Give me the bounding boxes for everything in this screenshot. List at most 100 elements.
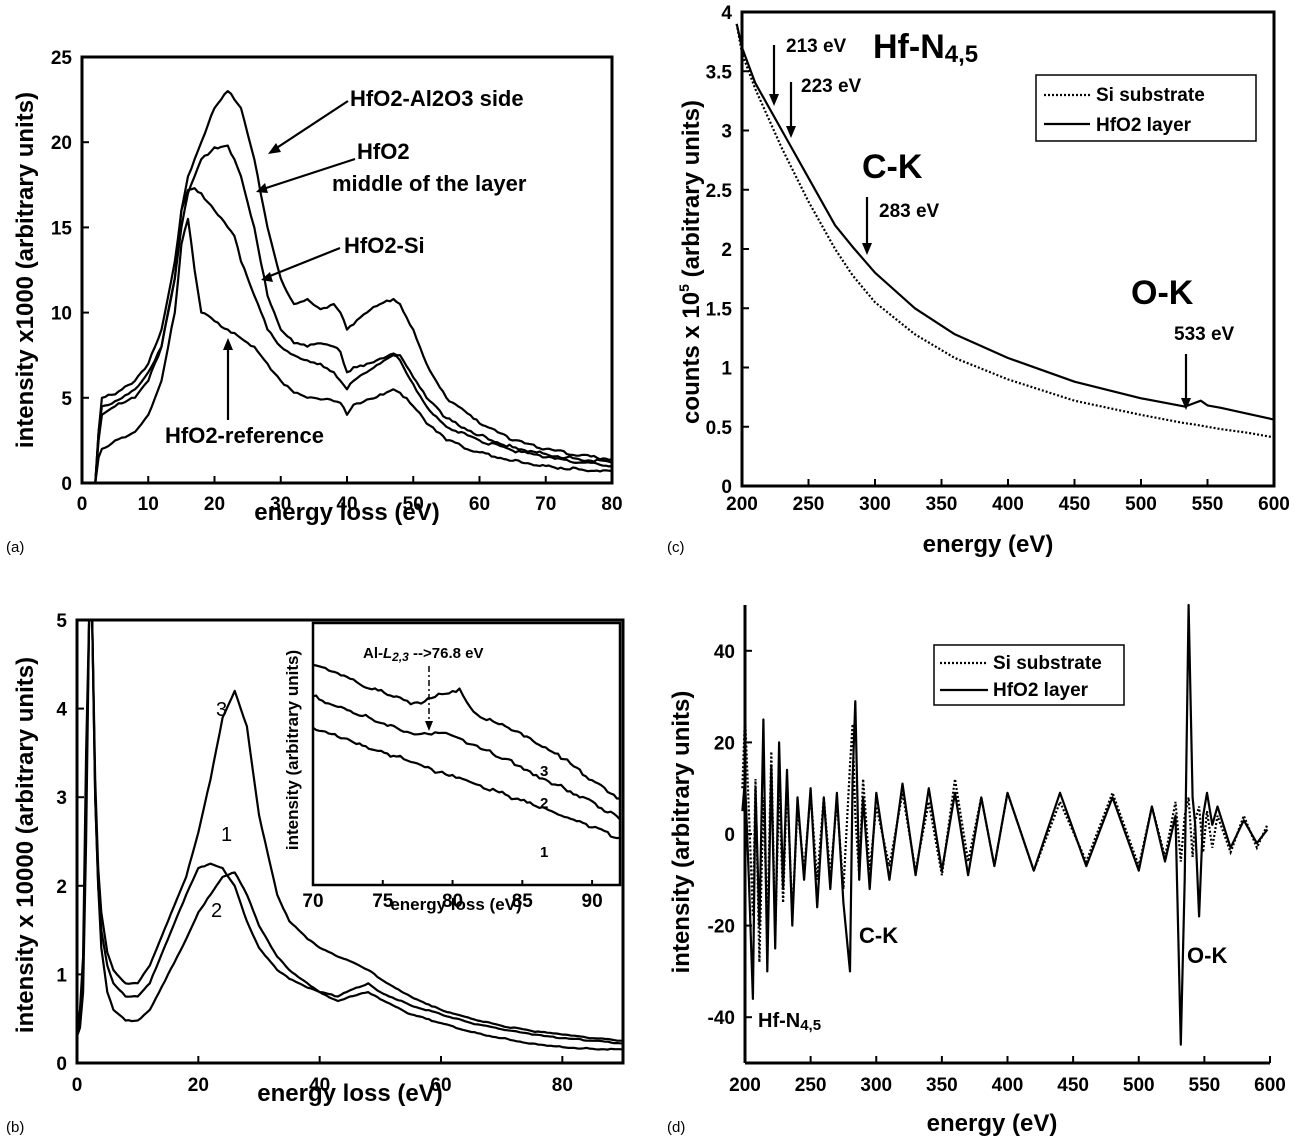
panel-b-y-label: intensity x 10000 (arbitrary units) [12, 657, 39, 1033]
panel-c-y-tick-label: 1.5 [706, 299, 733, 320]
panel-b-y-tick-label: 2 [56, 877, 67, 898]
inset-al-l23-sub: 2,3 [391, 650, 409, 664]
panel-a-letter: (a) [6, 539, 24, 556]
panel-c-y-tick-label: 2 [721, 240, 732, 261]
panel-d-y-tick-label: 0 [724, 825, 735, 846]
panel-c-x-tick-label: 450 [1059, 494, 1091, 515]
panel-b-y-tick-label: 5 [56, 611, 67, 632]
panel-c-y-label-sup: 5 [676, 284, 692, 292]
panel-c-x-tick-label: 250 [793, 494, 825, 515]
panel-c-ticks: 200 250 300 350 400 450 500 550 600 0 0.5 1 1.5 2 2.5 3… [706, 3, 1290, 515]
panel-c-series-hfo2-layer [735, 23, 1275, 421]
inset-al-l23-annotation: Al-L2,3 -->76.8 eV [363, 645, 484, 664]
panel-b-inset: 70 75 80 85 90 energy loss (eV) intensity (a… [283, 621, 622, 914]
panel-c-x-label: energy (eV) [923, 531, 1054, 558]
inset-al-l23-tail: -->76.8 eV [409, 645, 484, 662]
panel-d: 200 250 300 350 400 450 500 550 600 -40 -20 0 20 40 e… [667, 603, 1286, 1137]
panel-b: 0 20 40 60 80 0 1 2 3 4 5 energy loss (eV) intensi… [6, 611, 625, 1136]
panel-c-y-label-pre: counts x 10 [678, 292, 705, 424]
panel-a-ticks: 0 10 20 30 40 50 60 70 80 0 5 10 15 20 25 [51, 48, 623, 515]
panel-d-x-tick-label: 550 [1189, 1075, 1221, 1096]
curve-label-1: 1 [221, 824, 232, 846]
panel-a-x-tick-label: 70 [535, 494, 556, 515]
annotation-o-k-d: O-K [1187, 943, 1227, 968]
arrow-hfo2-si [264, 246, 341, 280]
panel-c: 200 250 300 350 400 450 500 550 600 0 0.5 1 1.5 2 2.5 3… [667, 3, 1290, 558]
panel-d-x-tick-label: 500 [1123, 1075, 1155, 1096]
panel-a-x-label: energy loss (eV) [254, 499, 439, 526]
panel-d-x-tick-label: 200 [729, 1075, 761, 1096]
panel-d-x-tick-label: 600 [1254, 1075, 1286, 1096]
inset-y-label: intensity (arbitrary units) [283, 650, 302, 850]
inset-x-label: energy loss (eV) [390, 895, 521, 914]
panel-c-y-tick-label: 4 [721, 3, 732, 24]
panel-c-y-tick-label: 1 [721, 359, 732, 380]
panel-a-x-tick-label: 0 [77, 494, 88, 515]
panel-d-series [741, 603, 1269, 1046]
annotation-hf-n45-c-sub: 4,5 [945, 41, 978, 68]
panel-a-x-tick-label: 40 [336, 494, 357, 515]
panel-b-series-3 [75, 618, 624, 1042]
annotation-533-ev: 533 eV [1174, 324, 1235, 345]
panel-c-y-tick-label: 0.5 [706, 418, 733, 439]
annotation-hfo2-middle-1: HfO2 [357, 139, 410, 164]
annotation-hfo2-si: HfO2-Si [344, 233, 425, 258]
panel-d-y-tick-label: 20 [714, 733, 735, 754]
arrow-head-hfo2-al2o3-side [268, 143, 281, 154]
annotation-hf-n45-c: Hf-N4,5 [873, 28, 978, 68]
annotation-hf-n45-c-main: Hf-N [873, 28, 945, 66]
arrow-head-213-ev [769, 94, 779, 106]
panel-b-series-2 [75, 618, 624, 1051]
panel-c-series [735, 23, 1275, 439]
inset-series-2 [312, 694, 621, 821]
arrow-head-hfo2-si [261, 272, 273, 282]
panel-c-x-tick-label: 200 [726, 494, 758, 515]
panel-a-y-tick-label: 25 [51, 48, 73, 69]
panel-a-x-tick-label: 50 [403, 494, 424, 515]
panel-a-x-tick-label: 80 [601, 494, 622, 515]
panel-d-y-tick-label: -20 [708, 917, 735, 938]
panel-a-y-tick-label: 0 [61, 474, 72, 495]
panel-c-y-label: counts x 105 (arbitrary units) [676, 100, 705, 424]
panel-d-legend-label-hfo2: HfO2 layer [993, 680, 1089, 701]
panel-d-x-tick-label: 300 [860, 1075, 892, 1096]
inset-series-1 [312, 726, 621, 840]
panel-c-y-tick-label: 2.5 [706, 181, 733, 202]
arrow-head-533-ev [1181, 398, 1191, 410]
annotation-223-ev: 223 eV [801, 76, 862, 97]
arrow-hfo2-middle [259, 157, 356, 192]
panel-a-y-tick-label: 20 [51, 133, 72, 154]
panel-d-legend-label-si: Si substrate [993, 653, 1102, 674]
annotation-hf-n45-d: Hf-N4,5 [758, 1010, 821, 1034]
panel-b-x-tick-label: 40 [309, 1075, 330, 1096]
inset-frame [311, 621, 622, 887]
panel-d-x-tick-label: 350 [926, 1075, 958, 1096]
panel-b-x-tick-label: 0 [72, 1075, 83, 1096]
arrow-head-283-ev [862, 243, 872, 255]
inset-x-tick-label: 75 [372, 891, 394, 912]
panel-a-x-tick-label: 30 [270, 494, 291, 515]
annotation-213-ev: 213 eV [786, 36, 847, 57]
panel-b-y-tick-label: 4 [56, 700, 67, 721]
panel-d-y-tick-label: 40 [714, 642, 735, 663]
panel-b-series-1 [75, 618, 624, 1045]
panel-c-x-tick-label: 500 [1125, 494, 1157, 515]
panel-c-x-tick-label: 600 [1258, 494, 1290, 515]
panel-d-letter: (d) [667, 1119, 685, 1136]
panel-b-letter: (b) [6, 1119, 24, 1136]
panel-c-y-tick-label: 0 [721, 477, 732, 498]
panel-b-y-tick-label: 1 [56, 965, 67, 986]
panel-b-x-label: energy loss (eV) [257, 1080, 442, 1107]
panel-b-x-tick-label: 80 [552, 1075, 573, 1096]
inset-series [312, 663, 621, 840]
panel-b-plot-frame [75, 618, 625, 1065]
annotation-hfo2-al2o3-side: HfO2-Al2O3 side [350, 86, 524, 111]
panel-a-series-hfo2-al2o3-side [94, 90, 613, 484]
panel-b-x-tick-label: 20 [188, 1075, 209, 1096]
annotation-c-k-c: C-K [862, 148, 923, 186]
panel-d-legend: Si substrate HfO2 layer [933, 644, 1125, 706]
panel-c-y-label-post: (arbitrary units) [678, 100, 705, 284]
panel-d-ticks: 200 250 300 350 400 450 500 550 600 -40 -20 0 20 40 [708, 642, 1286, 1096]
panel-b-x-tick-label: 60 [430, 1075, 451, 1096]
panel-a-series-hfo2-reference [94, 217, 613, 484]
